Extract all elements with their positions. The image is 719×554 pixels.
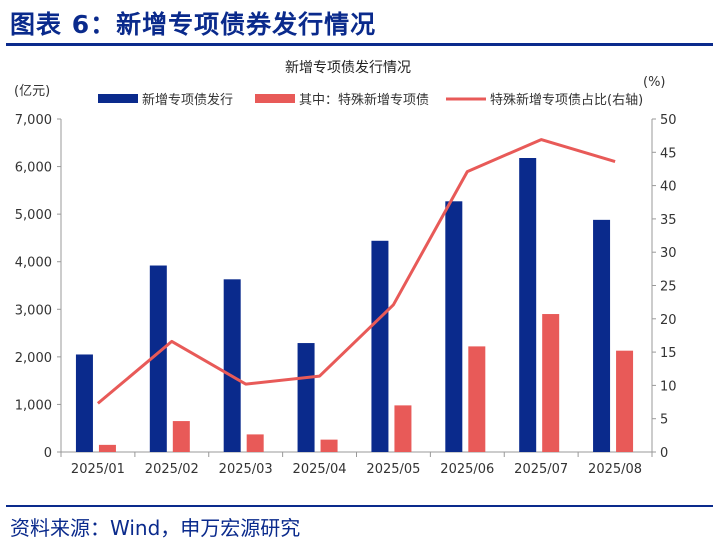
bar-special-new-bonds <box>542 314 560 452</box>
chart: 新增专项债发行情况 (亿元) (%) 新增专项债发行 其中：特殊新增专项债 特殊… <box>14 60 677 477</box>
right-tick-label: 20 <box>660 313 677 328</box>
bar-special-new-bonds <box>246 434 264 452</box>
bar-special-new-bonds <box>468 346 486 452</box>
left-tick-label: 1,000 <box>15 398 52 413</box>
x-tick-label: 2025/02 <box>145 462 199 477</box>
legend-label-special-new-bonds: 其中：特殊新增专项债 <box>299 92 429 108</box>
left-tick-label: 0 <box>44 446 52 461</box>
x-tick-label: 2025/03 <box>219 462 273 477</box>
bar-new-special-bonds <box>445 201 463 452</box>
chart-title: 新增专项债发行情况 <box>285 60 411 76</box>
bottom-rule <box>6 505 713 507</box>
right-tick-label: 50 <box>660 113 677 128</box>
right-tick-label: 45 <box>660 146 677 161</box>
left-tick-label: 6,000 <box>15 161 52 176</box>
legend-label-new-special-bonds: 新增专项债发行 <box>142 92 233 108</box>
bar-special-new-bonds <box>616 350 634 452</box>
right-tick-label: 40 <box>660 180 677 195</box>
x-tick-label: 2025/01 <box>71 462 125 477</box>
legend-label-share-line: 特殊新增专项债占比(右轴) <box>490 92 643 108</box>
bar-new-special-bonds <box>223 279 241 452</box>
bar-new-special-bonds <box>519 158 537 452</box>
left-axis-unit: (亿元) <box>14 84 50 99</box>
bar-special-new-bonds <box>98 444 116 452</box>
bar-new-special-bonds <box>297 343 315 452</box>
bar-new-special-bonds <box>75 354 93 452</box>
axes: 0 1,000 2,000 3,000 4,000 5,000 6,000 7,000 0 5 10… <box>15 113 677 477</box>
right-tick-label: 35 <box>660 213 677 228</box>
legend-swatch-new-special-bonds <box>98 94 138 103</box>
right-tick-label: 5 <box>660 413 668 428</box>
bar-new-special-bonds <box>149 265 167 452</box>
figure-title: 图表 6：新增专项债券发行情况 <box>10 10 377 39</box>
left-tick-label: 7,000 <box>15 113 52 128</box>
left-tick-label: 4,000 <box>15 256 52 271</box>
x-tick-label: 2025/08 <box>588 462 642 477</box>
left-tick-label: 2,000 <box>15 351 52 366</box>
x-tick-label: 2025/05 <box>366 462 420 477</box>
right-tick-label: 10 <box>660 379 677 394</box>
right-tick-label: 0 <box>660 446 668 461</box>
bar-special-new-bonds <box>172 421 190 452</box>
right-tick-label: 30 <box>660 246 677 261</box>
right-tick-label: 15 <box>660 346 677 361</box>
left-tick-label: 3,000 <box>15 303 52 318</box>
x-tick-label: 2025/07 <box>514 462 568 477</box>
bar-new-special-bonds <box>371 240 389 452</box>
line-special-share <box>96 138 616 405</box>
right-tick-label: 25 <box>660 280 677 295</box>
source-note: 资料来源：Wind，申万宏源研究 <box>10 516 301 540</box>
legend-swatch-special-new-bonds <box>255 94 295 103</box>
bar-new-special-bonds <box>593 219 611 452</box>
top-rule <box>6 43 713 46</box>
x-tick-label: 2025/04 <box>293 462 347 477</box>
left-tick-label: 5,000 <box>15 208 52 223</box>
legend: 新增专项债发行 其中：特殊新增专项债 特殊新增专项债占比(右轴) <box>98 92 643 108</box>
bar-special-new-bonds <box>320 439 338 452</box>
bar-special-new-bonds <box>394 405 412 452</box>
right-axis-unit: (%) <box>643 75 666 90</box>
x-tick-label: 2025/06 <box>440 462 494 477</box>
